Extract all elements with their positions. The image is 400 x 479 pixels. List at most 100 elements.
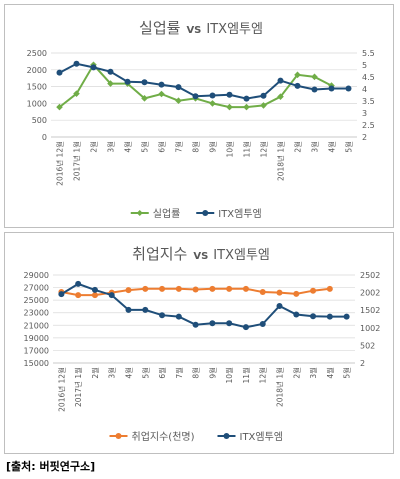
right-axis-tick-label: 1002 <box>360 324 380 333</box>
left-axis-tick-label: 25000 <box>24 296 49 305</box>
data-point <box>209 100 216 107</box>
chart-title-vs: VS <box>186 25 201 36</box>
x-tick-label: 9월 <box>207 367 217 379</box>
right-axis-tick-label: 5.5 <box>362 49 375 58</box>
data-point <box>158 81 165 88</box>
data-point <box>226 91 233 98</box>
right-axis-tick-label: 2002 <box>360 289 380 298</box>
data-point <box>192 286 199 293</box>
data-point <box>226 285 233 292</box>
chart-title: 실업률 VS ITX엠투엠 <box>139 19 263 37</box>
right-axis-tick-label: 1502 <box>360 306 380 315</box>
data-point <box>209 92 216 99</box>
x-tick-label: 2018년 1월 <box>276 141 286 181</box>
x-tick-label: 10월 <box>225 141 235 158</box>
left-axis-tick-label: 27000 <box>24 284 49 293</box>
data-point <box>326 285 333 292</box>
data-point <box>125 287 132 294</box>
data-point <box>91 292 98 299</box>
x-tick-label: 7월 <box>174 141 184 153</box>
data-point <box>294 71 301 79</box>
data-point <box>142 285 149 292</box>
data-point <box>159 285 166 292</box>
right-axis-tick-label: 3 <box>362 109 367 118</box>
data-point <box>75 280 82 287</box>
data-point <box>326 313 333 320</box>
x-tick-label: 9월 <box>208 141 218 153</box>
data-point <box>277 77 284 84</box>
left-axis-tick-label: 29000 <box>24 271 49 280</box>
data-point <box>209 285 216 292</box>
left-axis-tick-label: 17000 <box>24 346 49 355</box>
series-line-2 <box>59 62 349 100</box>
x-tick-label: 2월 <box>291 367 301 379</box>
data-point <box>158 90 165 98</box>
data-point <box>343 313 350 320</box>
data-point <box>192 93 199 100</box>
data-point <box>58 291 65 298</box>
x-tick-label: 4월 <box>325 367 335 379</box>
right-axis-tick-label: 4 <box>362 85 367 94</box>
right-axis-tick-label: 3.5 <box>362 97 375 106</box>
data-point <box>260 92 267 99</box>
legend-label-1: 취업지수(천명) <box>132 430 195 443</box>
x-tick-label: 8월 <box>191 141 201 153</box>
data-point <box>311 73 318 81</box>
data-point <box>259 320 266 327</box>
x-tick-label: 5월 <box>342 367 352 379</box>
left-axis-tick-label: 2000 <box>27 66 47 75</box>
x-tick-label: 3월 <box>308 367 318 379</box>
data-point <box>108 292 115 299</box>
left-axis-tick-label: 0 <box>42 133 47 142</box>
chart-title-tail: ITX엠투엠 <box>213 248 270 263</box>
x-tick-label: 2016년 12월 <box>56 367 66 412</box>
x-tick-label: 6월 <box>157 141 167 153</box>
x-tick-label: 11월 <box>242 141 252 158</box>
legend-marker <box>115 433 122 439</box>
x-tick-label: 2월 <box>90 367 100 379</box>
left-axis-tick-label: 1500 <box>27 83 47 92</box>
x-tick-label: 3월 <box>106 141 116 153</box>
data-point <box>243 103 250 111</box>
data-point <box>107 80 114 87</box>
x-tick-label: 5월 <box>140 367 150 379</box>
data-point <box>242 324 249 331</box>
data-point <box>276 303 283 310</box>
x-tick-label: 12월 <box>259 141 269 158</box>
x-tick-label: 8월 <box>191 367 201 379</box>
data-point <box>175 97 182 105</box>
right-axis-tick-label: 4.5 <box>362 73 375 82</box>
left-axis-tick-label: 500 <box>32 116 47 125</box>
right-axis-tick-label: 2 <box>362 133 367 142</box>
x-tick-label: 2018년 1월 <box>275 367 285 407</box>
chart-title-vs: VS <box>193 251 208 262</box>
data-point <box>124 78 131 85</box>
x-tick-label: 11월 <box>241 367 251 384</box>
data-point <box>345 85 352 92</box>
data-point <box>56 103 63 111</box>
unemployment-vs-itx-chart: 실업률 VS ITX엠투엠 0 500 1000 1500 2000 2500 2 2.5 3 3.5 4… <box>27 19 375 220</box>
legend-marker <box>223 433 230 439</box>
data-point <box>141 79 148 86</box>
x-tick-label: 2016년 12월 <box>55 141 65 186</box>
chart-title-tail: ITX엠투엠 <box>206 22 263 37</box>
x-tick-label: 4월 <box>327 141 337 153</box>
data-point <box>73 90 80 97</box>
left-axis-tick-label: 1000 <box>27 99 47 108</box>
left-axis-tick-label: 21000 <box>24 321 49 330</box>
x-tick-label: 12월 <box>258 367 268 384</box>
data-point <box>175 313 182 320</box>
legend-marker <box>202 210 209 216</box>
legend-label-1: 실업률 <box>153 207 181 220</box>
left-axis-tick-label: 19000 <box>24 334 49 343</box>
data-point <box>125 306 132 313</box>
data-point <box>91 286 98 293</box>
data-point <box>276 289 283 296</box>
data-point <box>311 86 318 93</box>
x-tick-label: 4월 <box>123 141 133 153</box>
data-point <box>328 85 335 92</box>
data-point <box>243 95 250 102</box>
legend-label-2: ITX엠투엠 <box>218 208 262 220</box>
x-tick-label: 3월 <box>107 367 117 379</box>
x-tick-label: 7월 <box>174 367 184 379</box>
